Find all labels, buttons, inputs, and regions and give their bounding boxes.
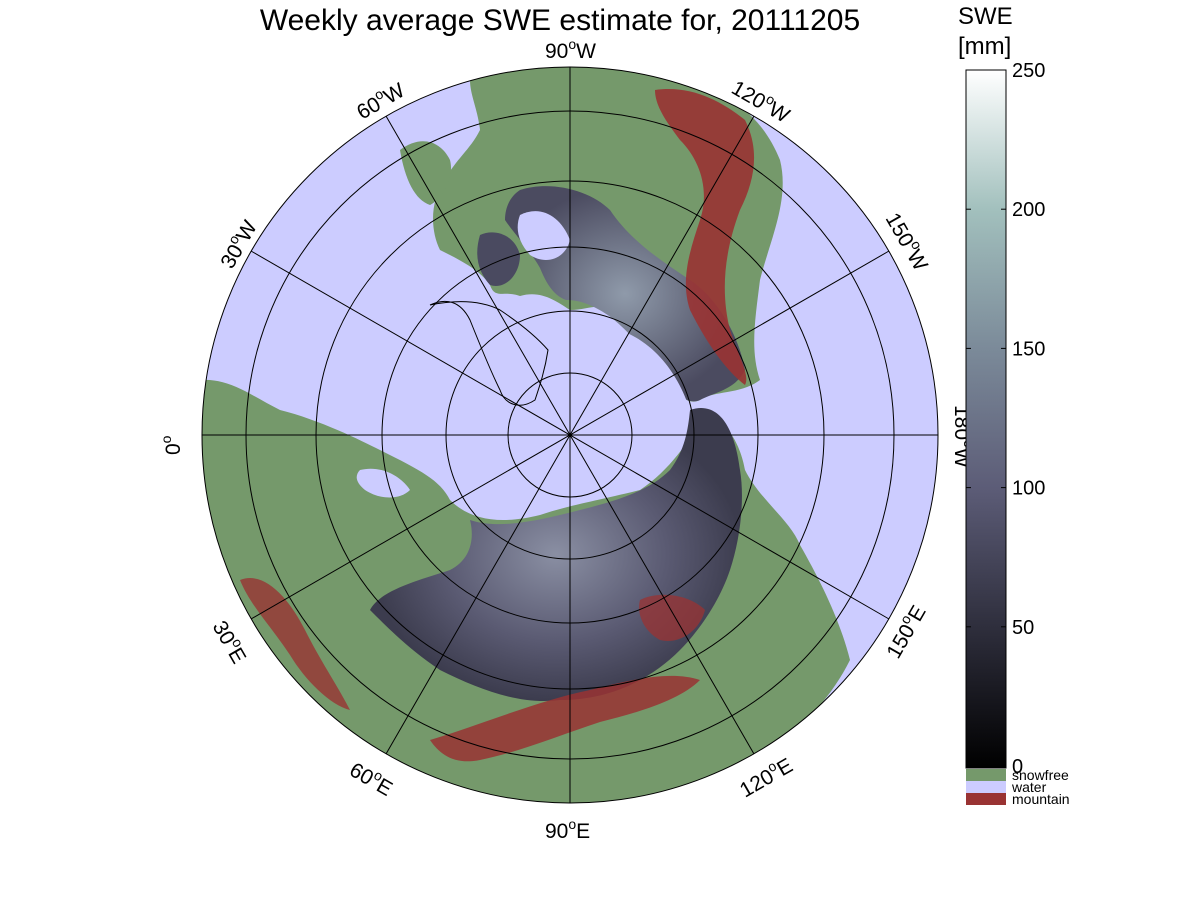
caspian-sea [356, 468, 410, 498]
lon-label-0: 0o [158, 435, 185, 455]
colorbar-tick-label-250: 250 [1012, 60, 1045, 82]
arctic-ocean-cap [440, 297, 690, 500]
colorbar-title-line1: SWE [958, 3, 1013, 30]
colorbar-tick-label-150: 150 [1012, 338, 1045, 360]
mountain-europe [240, 578, 350, 710]
lon-label-90W: 90oW [545, 36, 596, 63]
mountain-rockies [655, 89, 755, 385]
colorbar-gradient [965, 69, 1007, 769]
colorbar-tick-label-200: 200 [1012, 199, 1045, 221]
legend-label-water: water [1011, 779, 1047, 795]
legend-label-snowfree: snowfree [1012, 767, 1069, 783]
lon-label-90E: 90oE [545, 816, 590, 843]
graticule [201, 66, 939, 804]
legend-label-mountain: mountain [1012, 791, 1070, 807]
colorbar-tick-label-100: 100 [1012, 478, 1045, 500]
legend-swatch-mountain [966, 793, 1006, 805]
map-title: Weekly average SWE estimate for, 2011120… [259, 4, 861, 37]
colorbar-ticks: 0 50 100 150 200 250 [966, 60, 1045, 778]
colorbar-title: SWE [mm] [958, 2, 1013, 62]
greenland-outline [429, 300, 549, 406]
colorbar-tick-label-0: 0 [1012, 756, 1023, 778]
meridian-150w-30e [250, 250, 890, 620]
mountain-himalaya [430, 675, 700, 762]
greenland-land [400, 141, 451, 205]
colorbar-tick-label-50: 50 [1012, 617, 1034, 639]
north-america-snow-west [477, 232, 520, 286]
colorbar-title-line2: [mm] [958, 33, 1012, 60]
legend-swatch-water [966, 781, 1006, 793]
mountain-siberia [639, 594, 705, 641]
legend-swatch-snowfree [966, 769, 1006, 781]
